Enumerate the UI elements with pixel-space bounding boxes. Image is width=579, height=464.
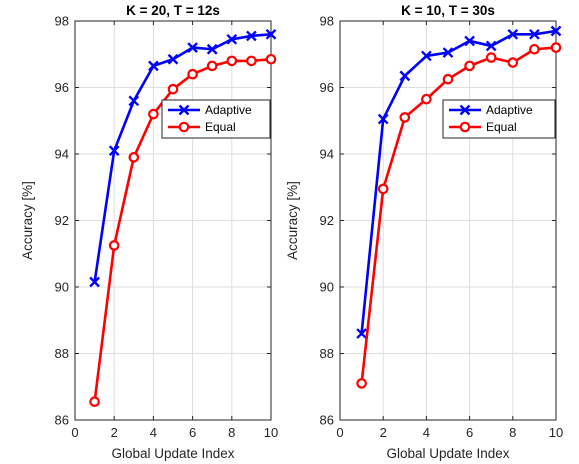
series-adaptive	[356, 25, 562, 339]
data-point-circle-marker	[246, 55, 257, 67]
y-tick-label: 86	[55, 413, 69, 428]
data-point-x-marker	[485, 40, 497, 52]
data-point-circle-marker	[442, 73, 454, 85]
data-point-circle-marker	[128, 152, 140, 163]
y-axis-label: Accuracy [%]	[20, 181, 35, 260]
data-point-x-marker	[356, 328, 367, 339]
x-tick-label: 2	[111, 425, 118, 440]
data-point-circle-marker	[464, 60, 475, 72]
data-point-circle-marker	[399, 112, 411, 123]
data-point-x-marker	[464, 35, 475, 47]
data-point-circle-marker	[148, 108, 159, 120]
data-point-x-marker	[226, 33, 238, 45]
legend-label: Adaptive	[205, 103, 252, 117]
series-adaptive	[89, 28, 277, 288]
x-tick-label: 8	[509, 425, 516, 440]
data-point-x-marker	[108, 145, 120, 157]
data-point-x-marker	[89, 276, 100, 288]
data-point-x-marker	[399, 70, 411, 82]
x-tick-label: 8	[228, 425, 235, 440]
y-tick-label: 88	[320, 346, 334, 361]
y-tick-label: 94	[55, 147, 69, 162]
data-point-x-marker	[421, 50, 432, 62]
x-tick-label: 4	[150, 425, 157, 440]
series-line	[93, 33, 272, 283]
data-point-circle-marker	[167, 83, 179, 95]
data-point-x-marker	[246, 30, 257, 42]
x-tick-label: 0	[336, 425, 343, 440]
data-point-x-marker	[148, 60, 159, 72]
chart-title: K = 10, T = 30s	[401, 3, 495, 18]
legend-x-marker	[178, 104, 190, 116]
chart-panel-2: 0 2 4 6 8 10 86 88 90 92 94 96 98 K = 10, T = 30s Glob…	[285, 3, 563, 461]
data-point-x-marker	[377, 113, 389, 125]
data-point-circle-marker	[187, 68, 198, 80]
chart-title: K = 20, T = 12s	[126, 3, 220, 18]
data-point-circle-marker	[507, 57, 519, 68]
x-axis-label: Global Update Index	[386, 446, 509, 461]
x-tick-label: 10	[264, 425, 278, 440]
legend: Adaptive Equal	[161, 99, 271, 139]
data-point-circle-marker	[377, 183, 389, 195]
data-point-circle-marker	[529, 43, 540, 55]
y-tick-label: 96	[320, 80, 334, 95]
y-tick-label: 92	[320, 213, 334, 228]
data-point-circle-marker	[356, 378, 367, 389]
data-point-x-marker	[550, 25, 562, 37]
legend-circle-marker	[178, 121, 190, 133]
y-tick-label: 90	[320, 280, 334, 295]
data-point-x-marker	[128, 95, 140, 107]
x-tick-label: 2	[380, 425, 387, 440]
data-point-x-marker	[442, 47, 454, 58]
y-tick-label: 86	[320, 413, 334, 428]
legend-label: Adaptive	[486, 103, 533, 117]
x-axis-label: Global Update Index	[111, 446, 234, 461]
x-tick-label: 6	[466, 425, 473, 440]
data-point-circle-marker	[421, 93, 432, 105]
series-equal	[356, 42, 562, 389]
data-point-x-marker	[206, 43, 218, 55]
data-point-circle-marker	[265, 53, 277, 65]
data-point-x-marker	[167, 53, 179, 65]
legend: Adaptive Equal	[442, 99, 556, 139]
legend-label: Equal	[205, 120, 236, 134]
data-point-circle-marker	[485, 52, 497, 63]
data-point-x-marker	[529, 28, 540, 40]
data-point-circle-marker	[108, 240, 120, 251]
y-tick-label: 94	[320, 147, 334, 162]
legend-x-marker	[459, 104, 471, 116]
y-tick-label: 98	[320, 14, 334, 29]
legend-circle-marker	[459, 121, 471, 133]
series-line	[93, 57, 272, 402]
data-point-x-marker	[507, 28, 519, 40]
x-tick-label: 0	[71, 425, 78, 440]
y-tick-label: 98	[55, 14, 69, 29]
x-tick-label: 10	[549, 425, 563, 440]
data-point-x-marker	[187, 42, 198, 53]
axes-frame	[339, 20, 557, 421]
axes-frame	[74, 20, 272, 421]
data-point-circle-marker	[226, 55, 238, 67]
data-point-circle-marker	[206, 60, 218, 72]
y-axis-label: Accuracy [%]	[285, 181, 300, 260]
data-point-circle-marker	[550, 42, 562, 53]
chart-panel-1: 0 2 4 6 8 10 86 88 90 92 94 96 98 K = 20, T = 12s Glob…	[20, 3, 278, 461]
y-tick-label: 92	[55, 213, 69, 228]
y-tick-label: 90	[55, 280, 69, 295]
y-tick-label: 96	[55, 80, 69, 95]
x-tick-label: 4	[423, 425, 430, 440]
x-tick-label: 6	[189, 425, 196, 440]
y-tick-label: 88	[55, 346, 69, 361]
data-point-circle-marker	[89, 396, 100, 408]
series-line	[360, 29, 557, 334]
data-point-x-marker	[265, 28, 277, 40]
series-equal	[89, 53, 277, 408]
series-line	[360, 46, 557, 384]
legend-label: Equal	[486, 120, 517, 134]
